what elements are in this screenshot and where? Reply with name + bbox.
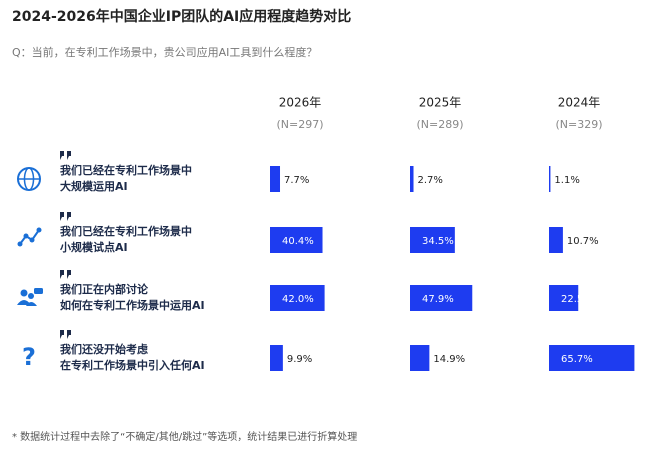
bar	[410, 285, 473, 311]
bar	[270, 345, 283, 371]
series-sample: (N=329)	[555, 118, 602, 131]
bar	[410, 227, 455, 253]
bar	[549, 285, 579, 311]
series-name: 2026年	[279, 96, 322, 110]
bar	[549, 166, 551, 192]
subtitle: Q：当前，在专利工作场景中，贵公司应用AI工具到什么程度？	[12, 45, 317, 59]
value-label: 34.5%	[422, 236, 454, 247]
bar	[270, 285, 325, 311]
bar	[549, 227, 563, 253]
chart-title: 2024-2026年中国企业IP团队的AI应用程度趋势对比	[12, 8, 351, 25]
value-label: 40.4%	[282, 236, 314, 247]
value-label: 2.7%	[418, 175, 443, 186]
category-label: 在专利工作场景中引入任何AI	[60, 358, 205, 372]
value-label: 10.7%	[567, 236, 599, 247]
quote-icon	[60, 151, 71, 160]
value-label: 9.9%	[287, 354, 312, 365]
discussion-icon	[17, 288, 43, 306]
category-label: 我们已经在专利工作场景中	[60, 224, 192, 238]
category-label: 小规模试点AI	[59, 240, 128, 254]
globe-icon	[17, 167, 41, 191]
svg-text:?: ?	[22, 343, 36, 371]
category-label: 如何在专利工作场景中运用AI	[60, 298, 205, 312]
question-icon: ?	[22, 343, 36, 371]
quote-icon	[60, 330, 71, 339]
bar	[410, 166, 414, 192]
category-label: 我们还没开始考虑	[60, 342, 148, 356]
trend-icon	[17, 227, 42, 247]
quote-icon	[60, 212, 71, 221]
value-label: 65.7%	[561, 354, 593, 365]
value-label: 14.9%	[433, 354, 465, 365]
value-label: 47.9%	[422, 294, 454, 305]
series-name: 2024年	[558, 96, 601, 110]
footnote: * 数据统计过程中去除了“不确定/其他/跳过”等选项，统计结果已进行折算处理	[12, 430, 357, 443]
value-label: 1.1%	[554, 175, 579, 186]
value-label: 7.7%	[284, 175, 309, 186]
category-label: 我们已经在专利工作场景中	[60, 163, 192, 177]
bar	[549, 345, 635, 371]
series-sample: (N=289)	[416, 118, 463, 131]
bar	[270, 227, 323, 253]
icons: ?	[17, 167, 43, 371]
value-label: 42.0%	[282, 294, 314, 305]
bar	[410, 345, 430, 371]
series-name: 2025年	[419, 96, 462, 110]
quote-icon	[60, 270, 71, 279]
value-label: 22.5%	[561, 294, 593, 305]
category-label: 我们正在内部讨论	[60, 282, 149, 296]
category-label: 大规模运用AI	[60, 179, 128, 193]
bar	[270, 166, 281, 192]
series-sample: (N=297)	[276, 118, 323, 131]
